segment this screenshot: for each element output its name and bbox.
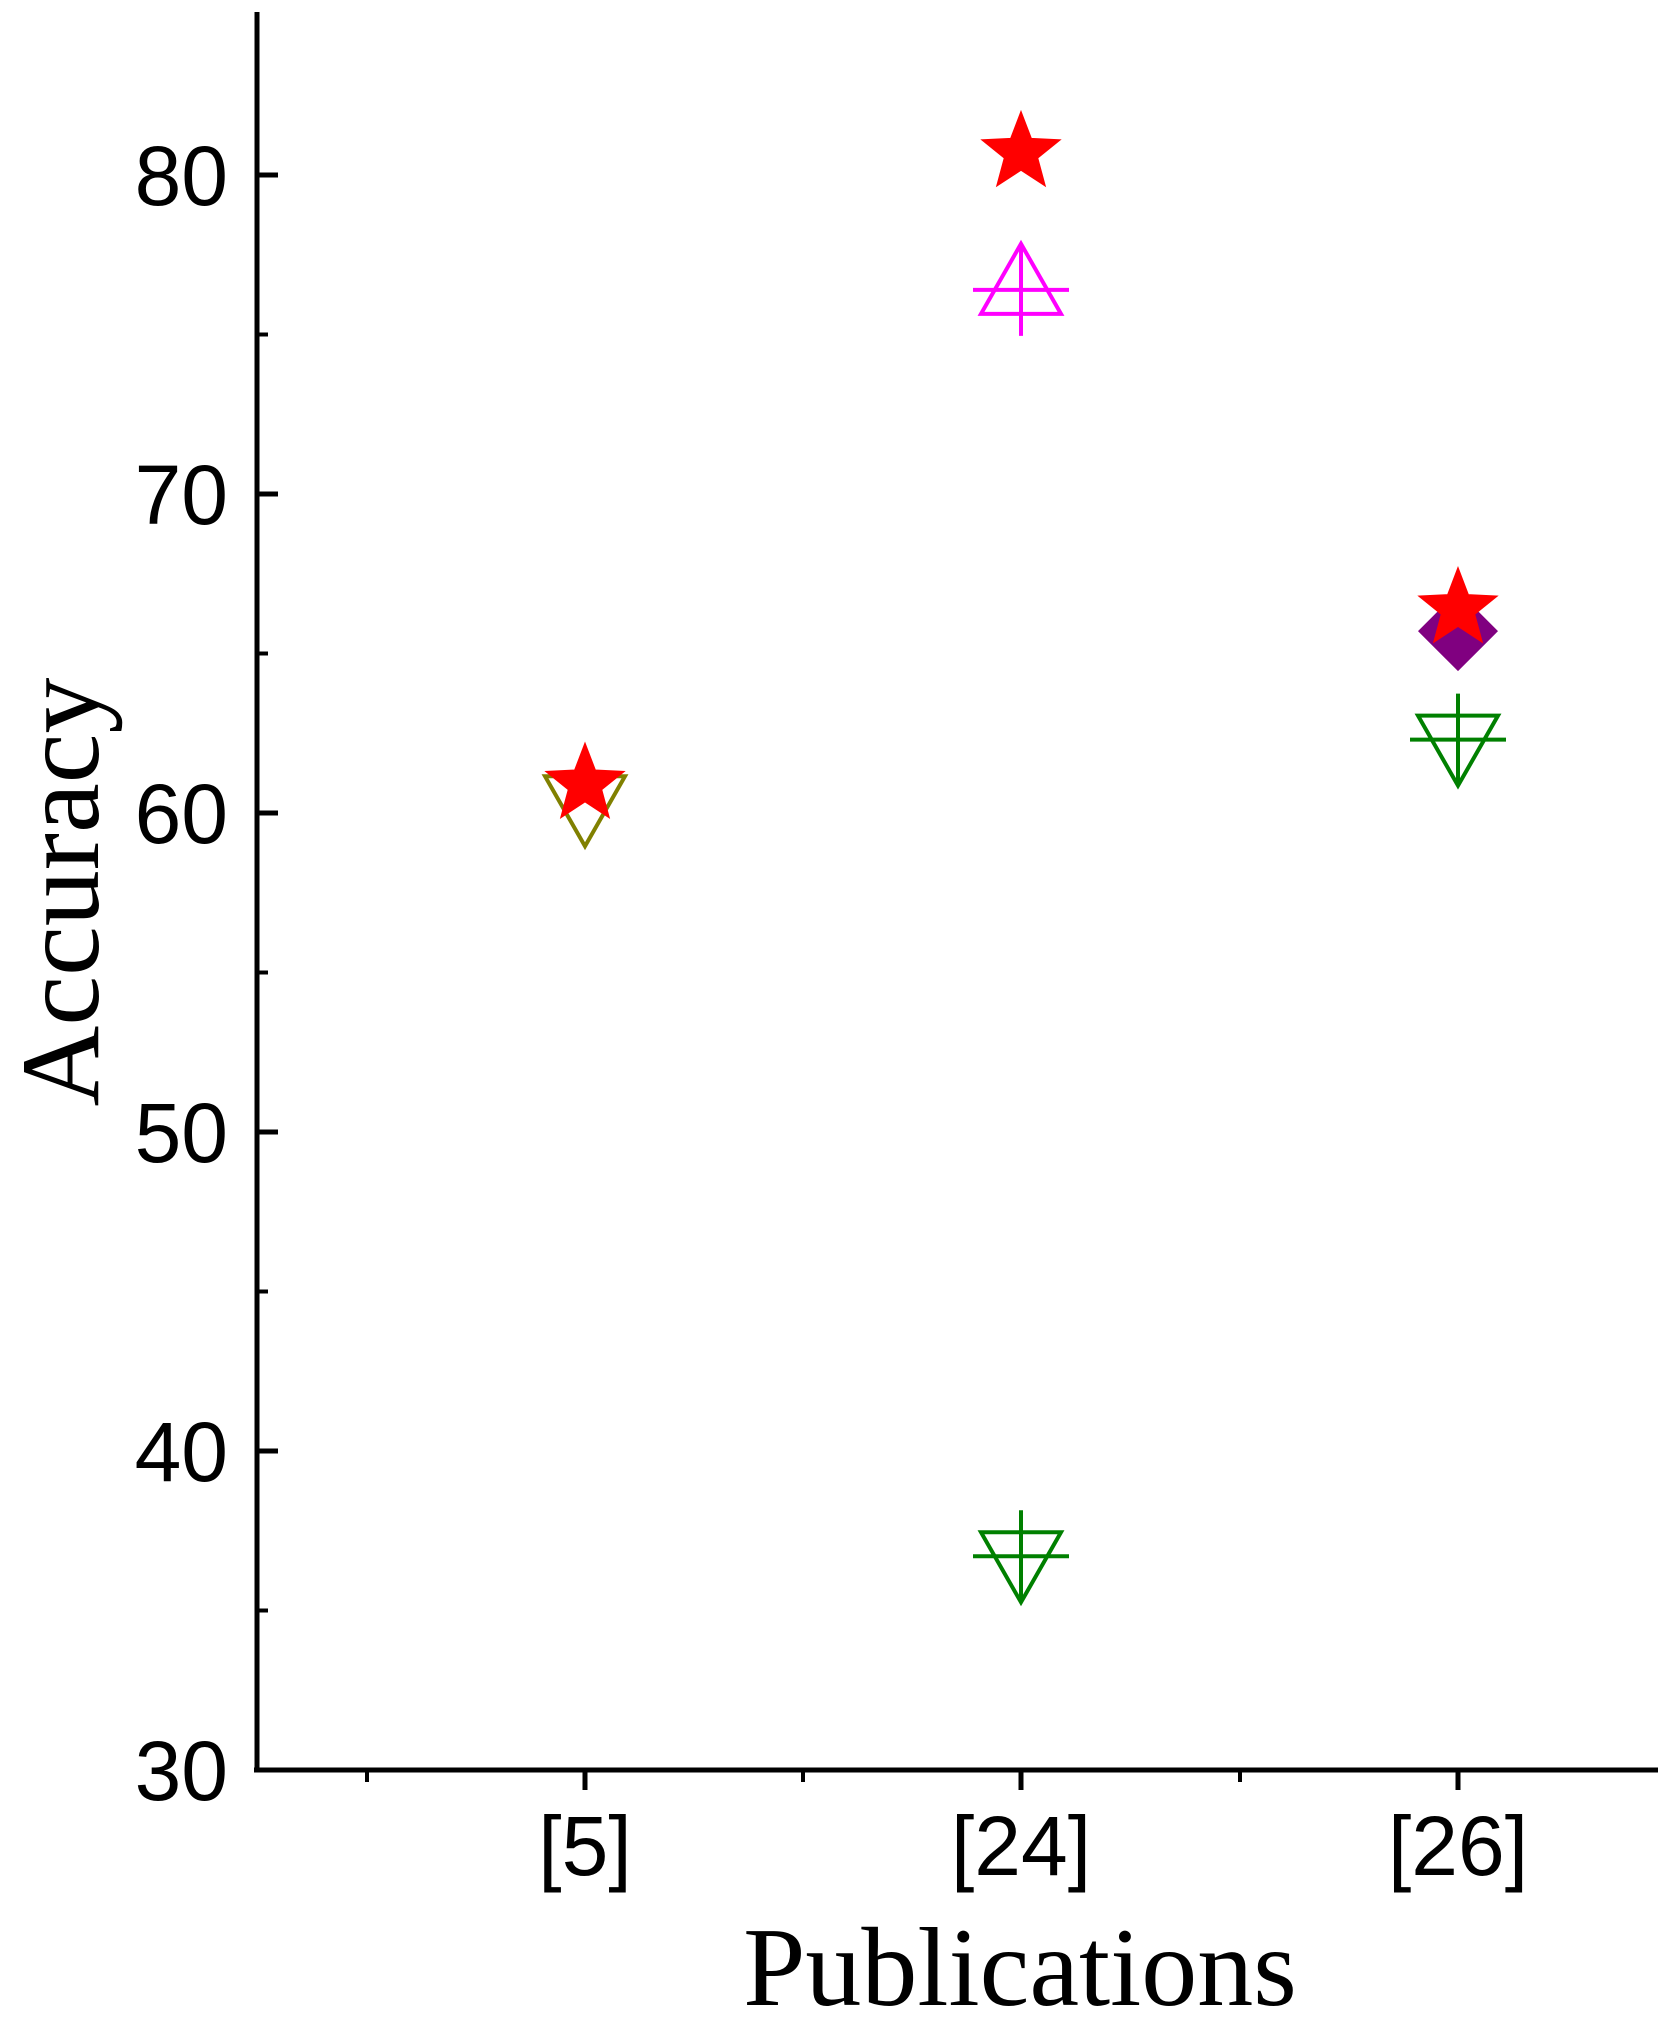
y-axis-title: Accuracy [0,677,123,1106]
x-tick-label: [5] [538,1799,631,1893]
data-point-star [544,741,626,819]
data-points [541,109,1506,1607]
data-point-triangle-down-cross [1410,693,1506,790]
data-point-triangle-up-cross [973,239,1069,336]
x-axis-title: Publications [743,1906,1297,2026]
y-tick-label: 60 [135,767,228,861]
y-tick-label: 80 [135,129,228,223]
y-ticks: 30 40 50 60 70 80 [135,129,278,1818]
data-point-triangle-down-cross [973,1510,1069,1607]
y-tick-label: 40 [135,1405,228,1499]
data-point-star [1417,565,1499,644]
y-tick-label: 30 [135,1724,228,1818]
x-tick-label: [24] [951,1799,1091,1893]
y-tick-label: 50 [135,1086,228,1180]
y-tick-label: 70 [135,448,228,542]
x-tick-label: [26] [1388,1799,1528,1893]
x-ticks: [5] [24] [26] [365,1770,1528,1893]
data-point-star [980,109,1062,188]
axes [254,12,1658,1773]
